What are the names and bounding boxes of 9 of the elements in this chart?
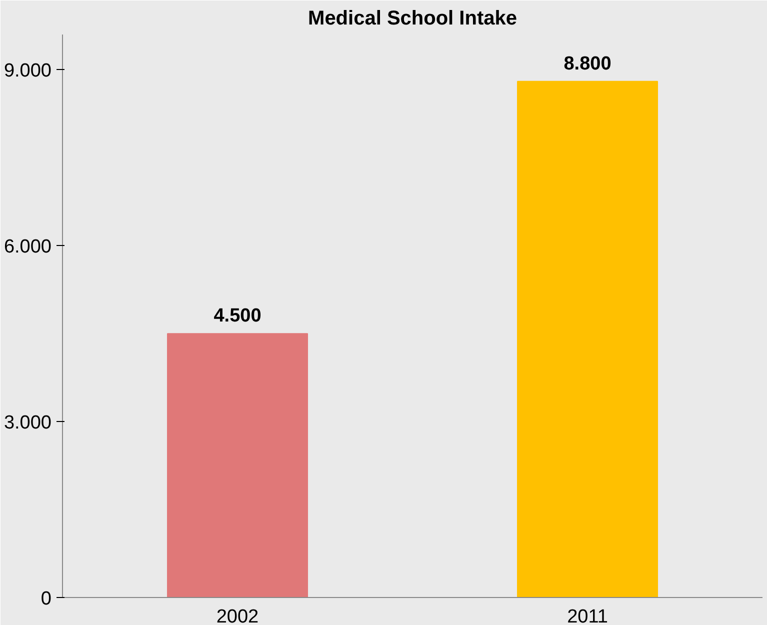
x-tick-label: 2002 [216, 606, 259, 625]
chart-title: Medical School Intake [308, 8, 517, 30]
data-label: 8.800 [564, 53, 612, 74]
y-tick-label: 3.000 [4, 412, 52, 434]
data-label: 4.500 [214, 306, 262, 327]
y-tick-label: 6.000 [4, 236, 52, 258]
x-tick-label: 2011 [567, 606, 608, 625]
y-tick-label: 0 [40, 588, 52, 610]
y-tick-label: 9.000 [4, 60, 52, 82]
